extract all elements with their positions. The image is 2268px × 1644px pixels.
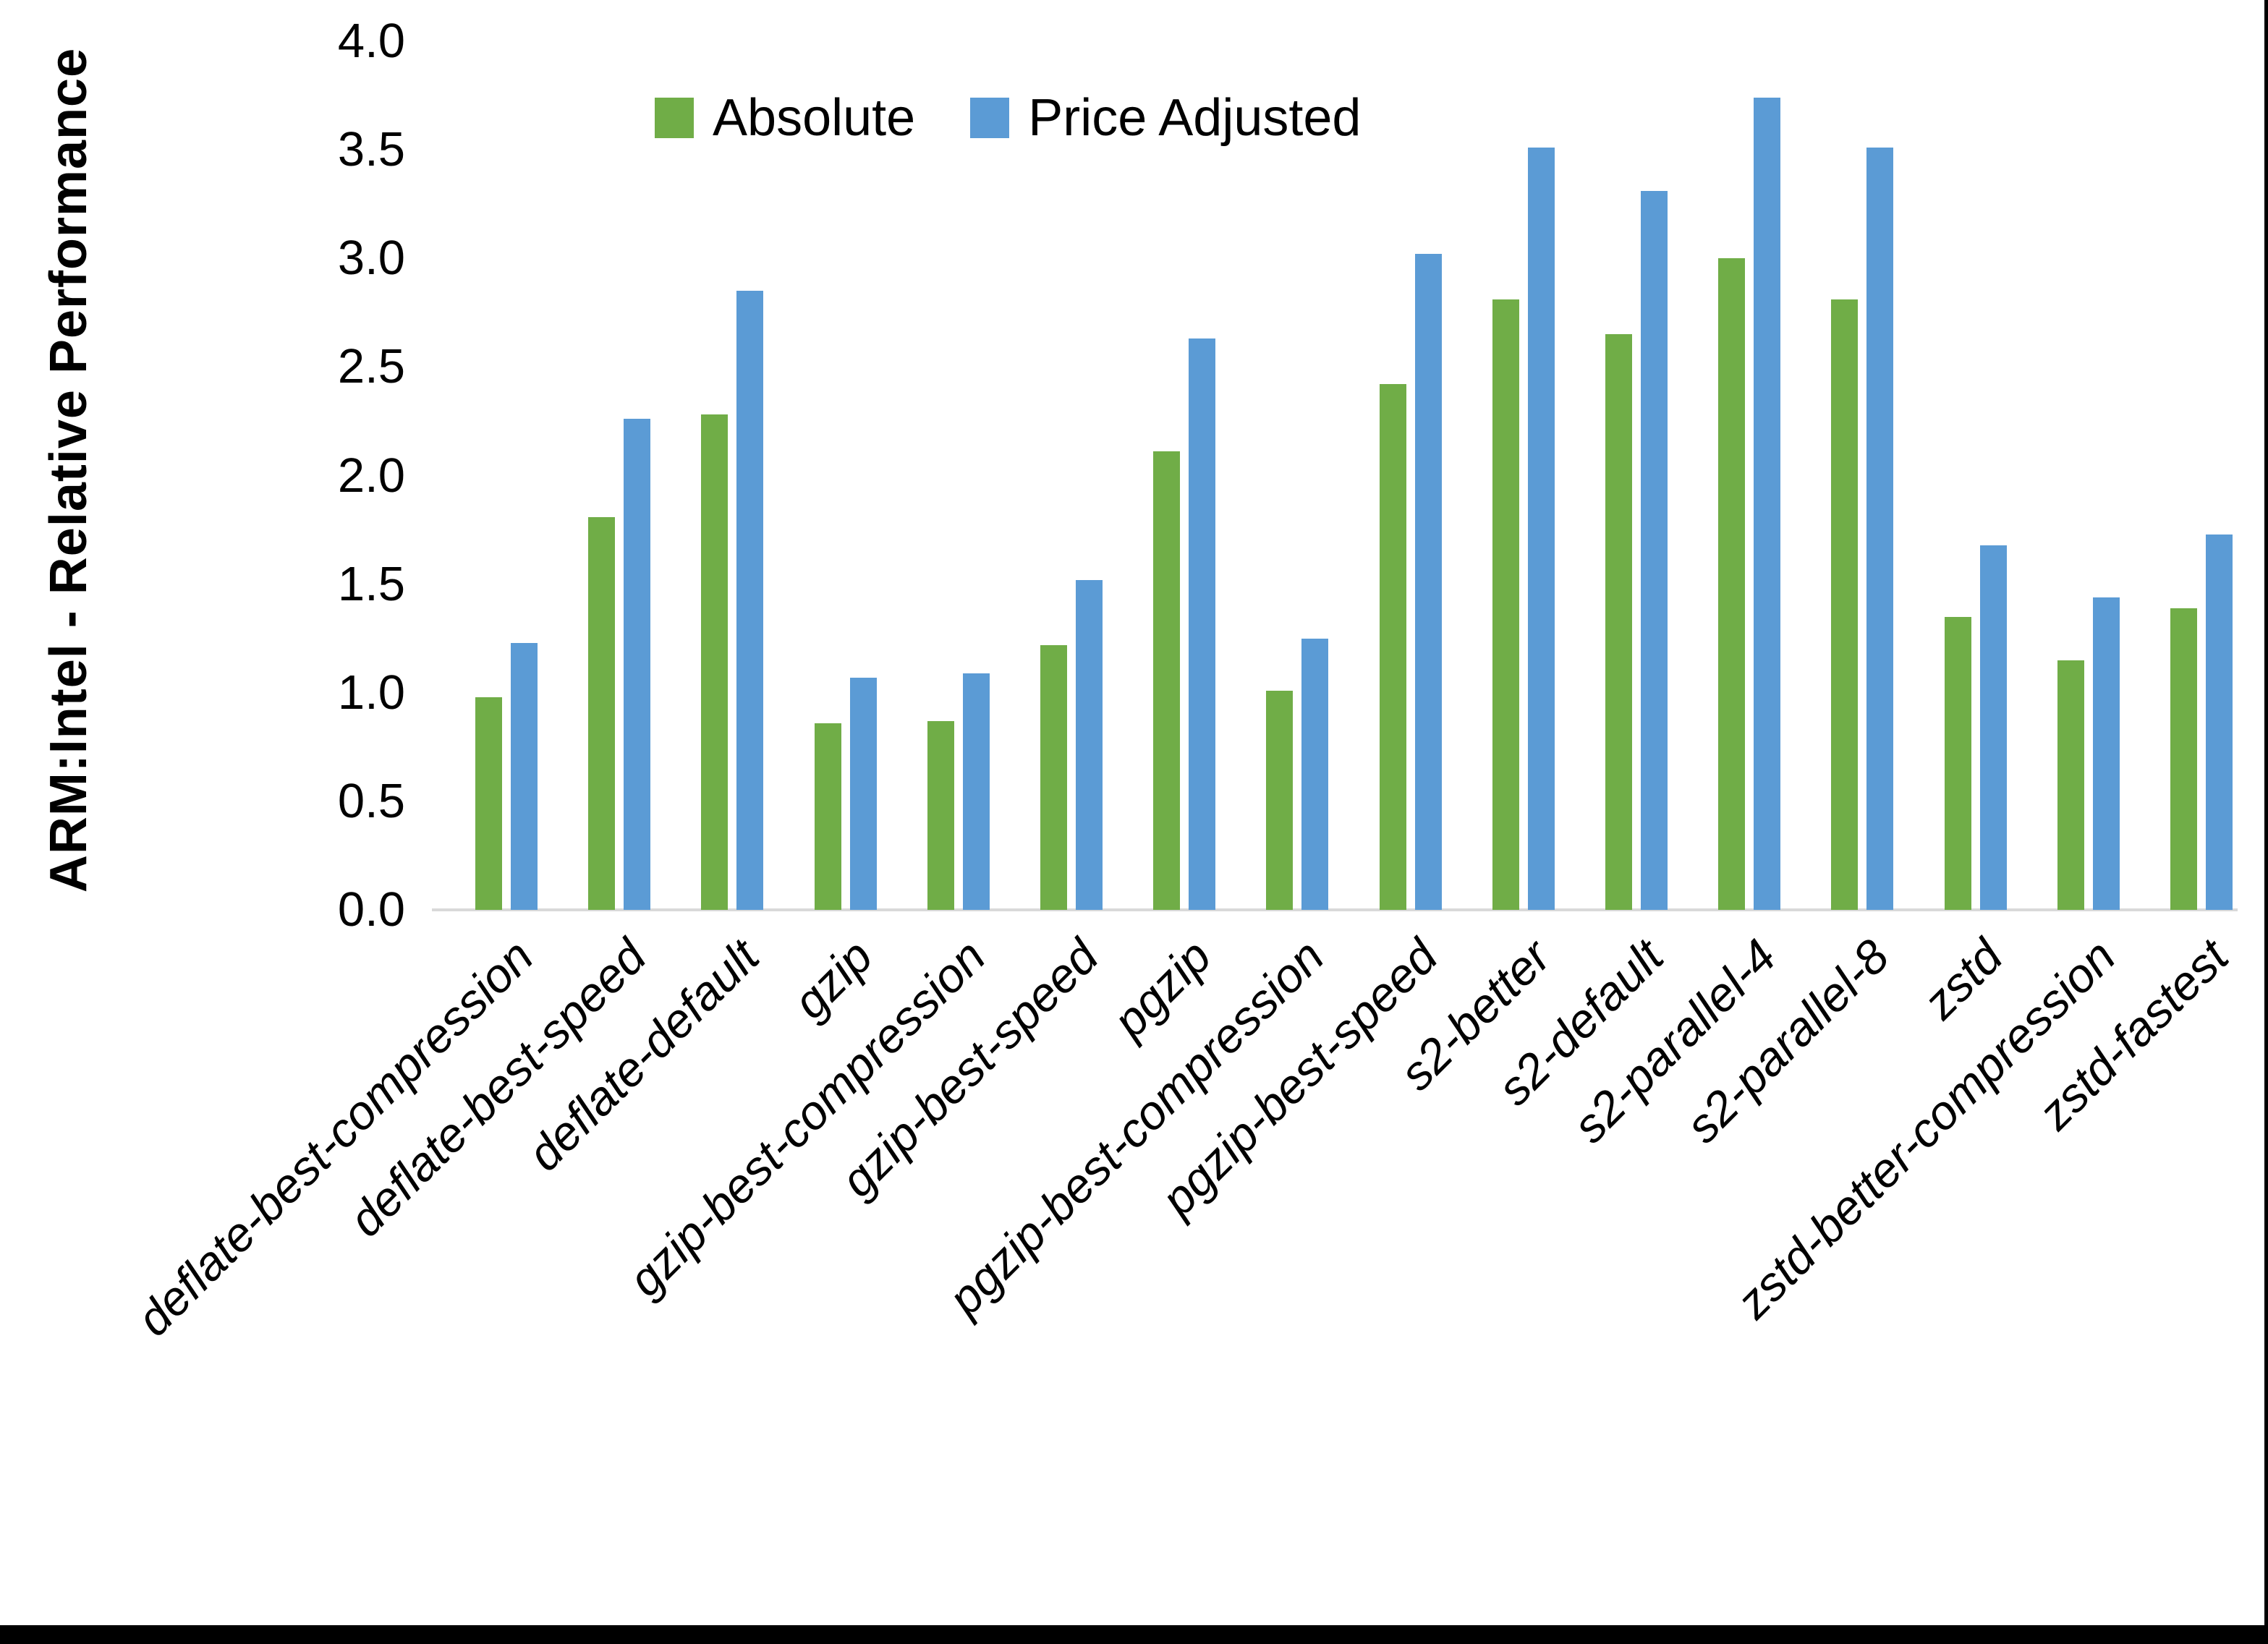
y-tick-label: 3.0 (337, 231, 405, 286)
bar-absolute-pgzip (1153, 451, 1180, 910)
bar-price-adjusted-zstd-fastest (2206, 534, 2233, 910)
bar-absolute-pgzip-best-compression (1266, 691, 1293, 910)
bar-price-adjusted-pgzip-best-speed (1415, 254, 1442, 910)
bar-absolute-s2-better (1492, 299, 1519, 910)
frame-right-border (2264, 0, 2268, 1644)
y-tick-label: 0.0 (337, 882, 405, 937)
bar-absolute-s2-parallel-8 (1831, 299, 1858, 910)
legend-item-absolute: Absolute (655, 88, 915, 148)
bar-price-adjusted-deflate-default (736, 291, 763, 910)
bar-price-adjusted-s2-better (1528, 148, 1555, 910)
bar-absolute-gzip (815, 723, 841, 910)
bar-price-adjusted-zstd-better-compression (2093, 597, 2120, 910)
y-tick-label: 1.0 (337, 665, 405, 720)
bar-price-adjusted-pgzip-best-compression (1301, 639, 1328, 910)
bar-price-adjusted-gzip (850, 678, 877, 910)
bar-absolute-zstd-better-compression (2057, 660, 2084, 910)
x-axis-line (432, 908, 2238, 911)
y-tick-label: 4.0 (337, 14, 405, 68)
legend-swatch-icon (655, 98, 694, 138)
legend-item-price-adjusted: Price Adjusted (970, 88, 1361, 148)
legend-label: Absolute (713, 89, 916, 147)
y-tick-label: 3.5 (337, 122, 405, 177)
bar-price-adjusted-gzip-best-speed (1076, 580, 1103, 910)
y-tick-label: 0.5 (337, 773, 405, 828)
bar-price-adjusted-s2-parallel-4 (1754, 98, 1780, 910)
bar-absolute-deflate-best-speed (588, 517, 615, 910)
bar-absolute-s2-default (1605, 334, 1632, 910)
bar-price-adjusted-s2-default (1641, 191, 1668, 910)
y-axis-title: ARM:Intel - Relative Performance (40, 47, 98, 893)
bar-absolute-s2-parallel-4 (1718, 258, 1745, 910)
frame-bottom-border (0, 1625, 2268, 1644)
bar-absolute-deflate-default (701, 414, 728, 910)
legend: Absolute Price Adjusted (655, 88, 1361, 148)
legend-label: Price Adjusted (1028, 89, 1362, 147)
y-tick-label: 2.5 (337, 339, 405, 394)
bar-price-adjusted-pgzip (1189, 338, 1215, 910)
legend-swatch-icon (970, 98, 1010, 138)
bar-price-adjusted-deflate-best-compression (511, 643, 538, 910)
bar-price-adjusted-deflate-best-speed (624, 419, 650, 910)
y-tick-label: 1.5 (337, 556, 405, 611)
bar-absolute-gzip-best-compression (927, 721, 954, 910)
bar-price-adjusted-zstd (1980, 545, 2007, 910)
bar-absolute-zstd (1945, 617, 1971, 910)
bar-absolute-zstd-fastest (2170, 608, 2197, 910)
bar-absolute-deflate-best-compression (475, 697, 502, 910)
y-tick-label: 2.0 (337, 448, 405, 503)
bar-absolute-gzip-best-speed (1040, 645, 1067, 910)
bar-absolute-pgzip-best-speed (1380, 384, 1406, 910)
bar-price-adjusted-gzip-best-compression (963, 673, 990, 910)
bar-price-adjusted-s2-parallel-8 (1866, 148, 1893, 910)
